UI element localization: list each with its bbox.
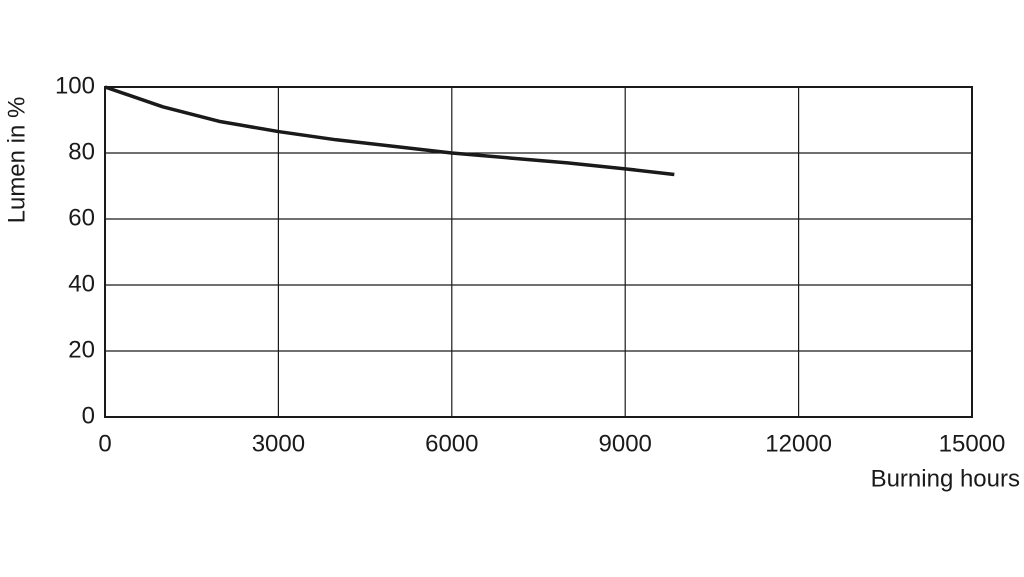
x-tick-label: 9000 <box>599 430 652 457</box>
x-tick-label: 6000 <box>425 430 478 457</box>
data-line <box>104 85 675 177</box>
x-tick-label: 15000 <box>939 430 1006 457</box>
y-axis-label: Lumen in % <box>3 97 30 224</box>
x-tick-label: 12000 <box>765 430 832 457</box>
plot-border <box>104 86 973 418</box>
y-tick-label: 20 <box>68 336 95 363</box>
x-tick-label: 3000 <box>252 430 305 457</box>
y-tick-label: 60 <box>68 204 95 231</box>
y-tick-label: 100 <box>55 72 95 99</box>
y-tick-label: 80 <box>68 138 95 165</box>
x-axis-label: Burning hours <box>871 465 1020 492</box>
y-tick-label: 40 <box>68 270 95 297</box>
x-tick-label: 0 <box>98 430 111 457</box>
y-tick-label: 0 <box>82 402 95 429</box>
